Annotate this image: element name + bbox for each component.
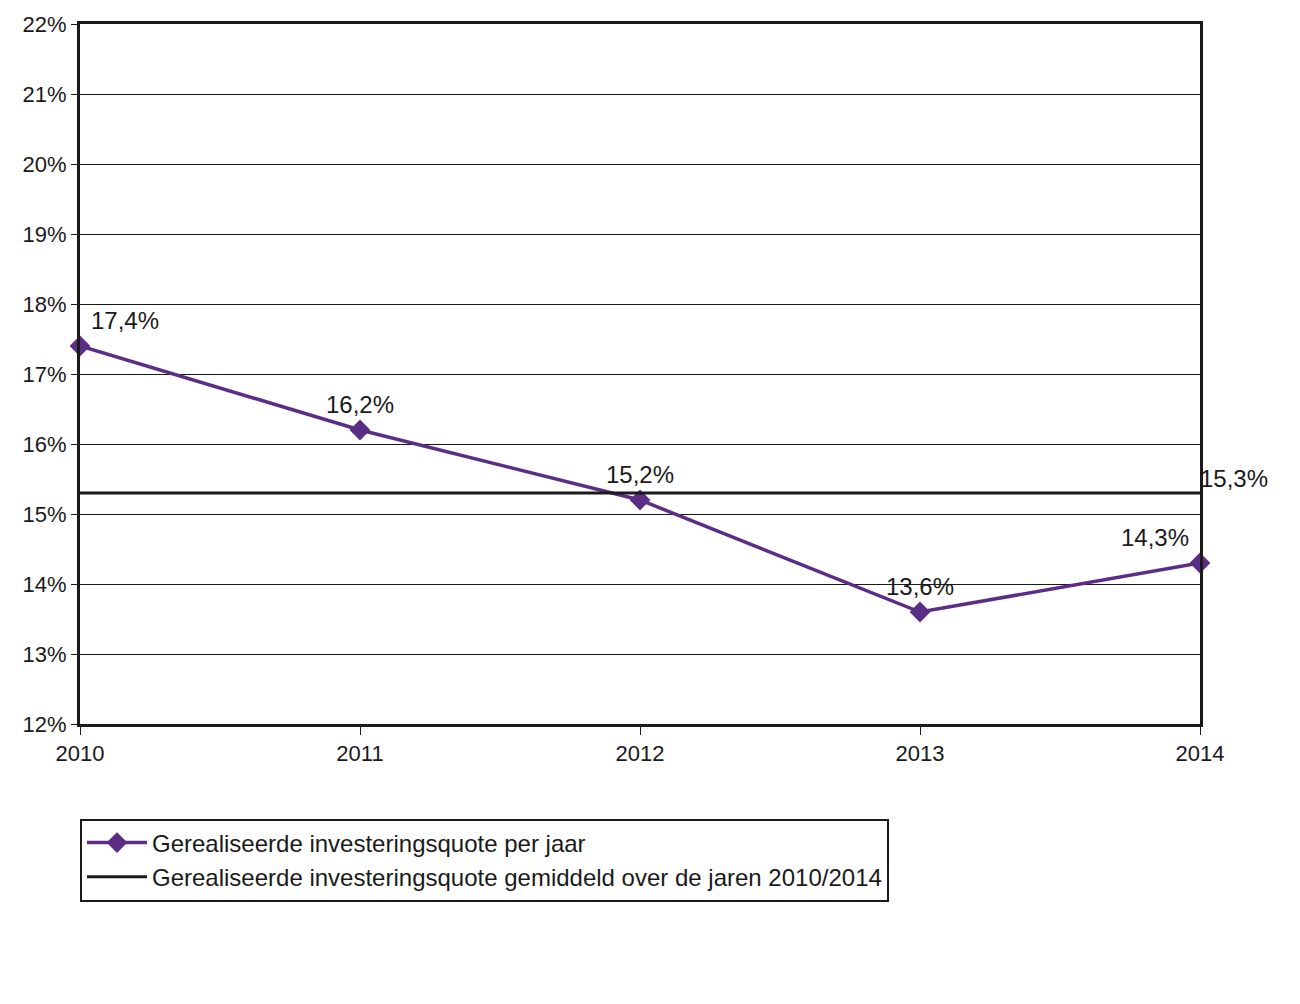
svg-text:20%: 20% — [23, 152, 67, 177]
svg-text:14%: 14% — [23, 572, 67, 597]
svg-text:2012: 2012 — [616, 741, 665, 766]
svg-text:2013: 2013 — [896, 741, 945, 766]
svg-text:15,2%: 15,2% — [606, 461, 674, 488]
svg-text:16,2%: 16,2% — [326, 391, 394, 418]
svg-text:22%: 22% — [23, 12, 67, 37]
svg-text:17,4%: 17,4% — [91, 307, 159, 334]
svg-text:18%: 18% — [23, 292, 67, 317]
svg-text:2010: 2010 — [56, 741, 105, 766]
svg-text:13%: 13% — [23, 642, 67, 667]
svg-text:17%: 17% — [23, 362, 67, 387]
svg-text:Gerealiseerde investeringsquot: Gerealiseerde investeringsquote gemiddel… — [152, 864, 882, 891]
svg-text:15%: 15% — [23, 502, 67, 527]
svg-text:2014: 2014 — [1176, 741, 1225, 766]
svg-text:Gerealiseerde investeringsquot: Gerealiseerde investeringsquote per jaar — [152, 830, 586, 857]
svg-text:13,6%: 13,6% — [886, 573, 954, 600]
svg-text:2011: 2011 — [336, 741, 383, 766]
svg-text:21%: 21% — [23, 82, 67, 107]
svg-text:16%: 16% — [23, 432, 67, 457]
svg-text:14,3%: 14,3% — [1121, 524, 1189, 551]
svg-text:15,3%: 15,3% — [1200, 465, 1268, 492]
svg-text:12%: 12% — [23, 712, 67, 737]
svg-text:19%: 19% — [23, 222, 67, 247]
